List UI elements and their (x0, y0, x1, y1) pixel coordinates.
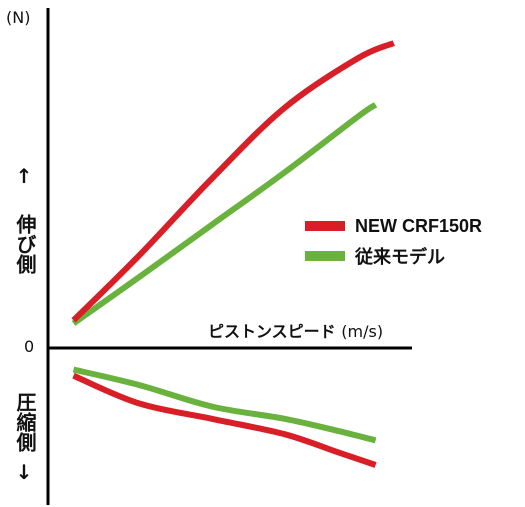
legend-label-old: 従来モデル (355, 247, 445, 267)
compression-text: 圧縮側 (13, 392, 37, 452)
series-layer (71, 40, 395, 468)
legend-label-new: NEW CRF150R (355, 215, 483, 236)
x-axis-label: ピストンスピード (m/s) (208, 318, 383, 342)
legend-swatch-old (305, 251, 345, 261)
zero-tick-label: 0 (24, 337, 35, 356)
extension-side-label: ↑ 伸び側 (12, 164, 37, 274)
legend-swatch-new (305, 221, 345, 231)
series-old-compression-line (72, 366, 377, 444)
down-arrow-icon: ↓ (15, 460, 33, 484)
y-unit-label: (N) (6, 8, 31, 27)
legend-item-old: 従来モデル (305, 244, 445, 268)
series-new-compression-line (72, 372, 377, 468)
x-axis-title: ピストンスピード (208, 322, 336, 341)
compression-side-label: 圧縮側 ↓ (12, 392, 37, 485)
legend-item-new: NEW CRF150R (305, 214, 482, 238)
series-new-extension-line (71, 40, 395, 323)
up-arrow-icon: ↑ (15, 164, 33, 188)
series-old-extension-line (71, 102, 378, 326)
extension-text: 伸び側 (13, 214, 37, 274)
axes (46, 8, 412, 505)
x-axis-unit: (m/s) (341, 322, 384, 341)
